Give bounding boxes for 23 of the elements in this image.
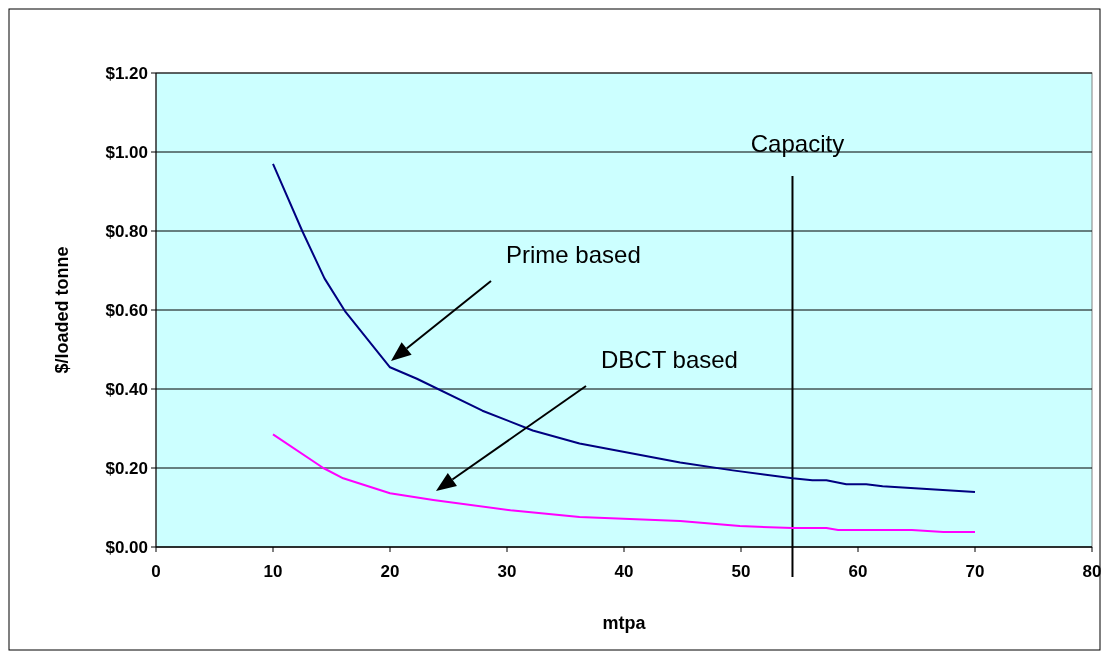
y-tick-label: $0.40: [105, 379, 148, 399]
annotation: DBCT based: [601, 346, 738, 373]
x-tick-label: 70: [965, 562, 985, 581]
line-series: [272, 162, 976, 494]
y-tick-label: $1.20: [105, 63, 148, 83]
y-tick-label: $0.00: [105, 537, 148, 557]
x-tick-label: 0: [151, 562, 161, 581]
y-tick-label: $0.20: [105, 458, 148, 478]
ref-line-label: Capacity: [750, 130, 845, 157]
x-tick-label: 20: [380, 562, 400, 581]
x-tick-label: 80: [1082, 562, 1102, 581]
x-tick-label: 50: [731, 562, 751, 581]
x-tick-label: 10: [263, 562, 283, 581]
y-tick-label: $0.60: [105, 300, 148, 320]
annotation: Prime based: [506, 241, 641, 268]
x-tick-label: 60: [848, 562, 868, 581]
y-tick-label: $0.80: [105, 221, 148, 241]
y-tick-label: $1.00: [105, 142, 148, 162]
line-series: [272, 433, 976, 533]
x-tick-label: 40: [614, 562, 634, 581]
x-tick-label: 30: [497, 562, 517, 581]
x-axis-title: mtpa: [602, 613, 647, 633]
y-axis-title: $/loaded tonne: [52, 246, 72, 374]
